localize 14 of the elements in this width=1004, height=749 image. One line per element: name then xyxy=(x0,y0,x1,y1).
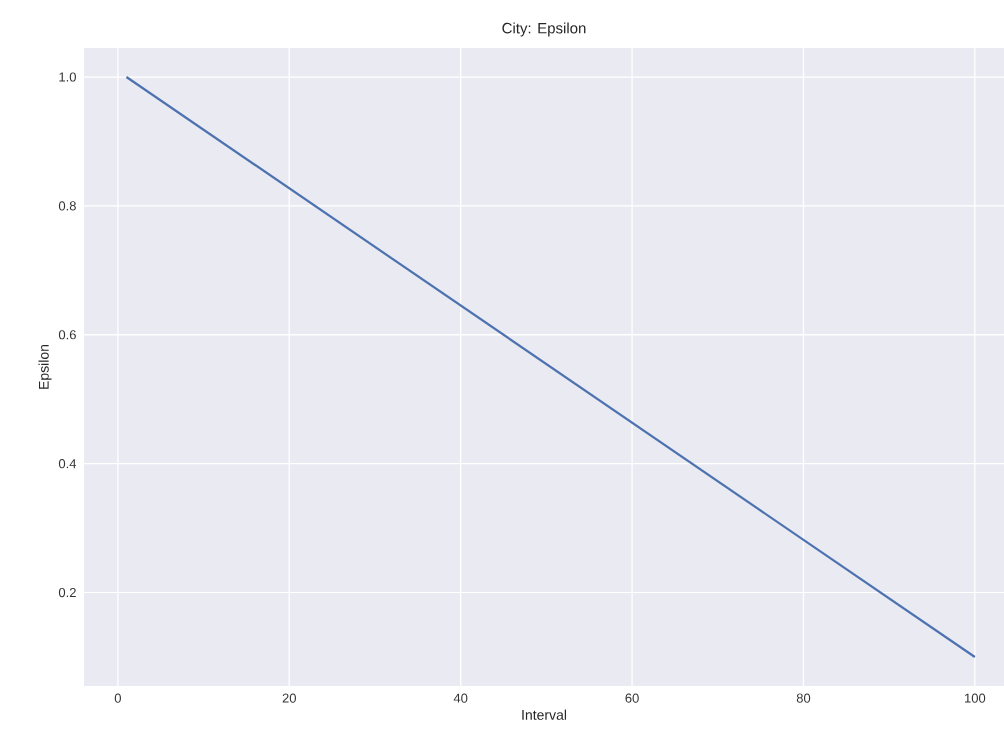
x-tick-label: 0 xyxy=(114,693,121,703)
y-tick-label: 1.0 xyxy=(59,72,76,82)
x-tick-label: 100 xyxy=(965,693,986,703)
chart-title: City: Epsilon xyxy=(502,22,586,37)
y-tick-label: 0.2 xyxy=(58,587,76,598)
y-tick-label: 0.4 xyxy=(58,459,77,469)
x-axis-title: Interval xyxy=(522,709,567,720)
y-tick-label: 0.6 xyxy=(58,330,76,340)
y-axis-title: Epsilon xyxy=(38,344,52,389)
x-tick-label: 40 xyxy=(453,693,468,703)
x-tick-label: 20 xyxy=(282,693,296,703)
x-tick-label: 60 xyxy=(625,693,639,703)
x-tick-label: 80 xyxy=(796,693,811,703)
y-tick-label: 0.8 xyxy=(58,201,76,211)
